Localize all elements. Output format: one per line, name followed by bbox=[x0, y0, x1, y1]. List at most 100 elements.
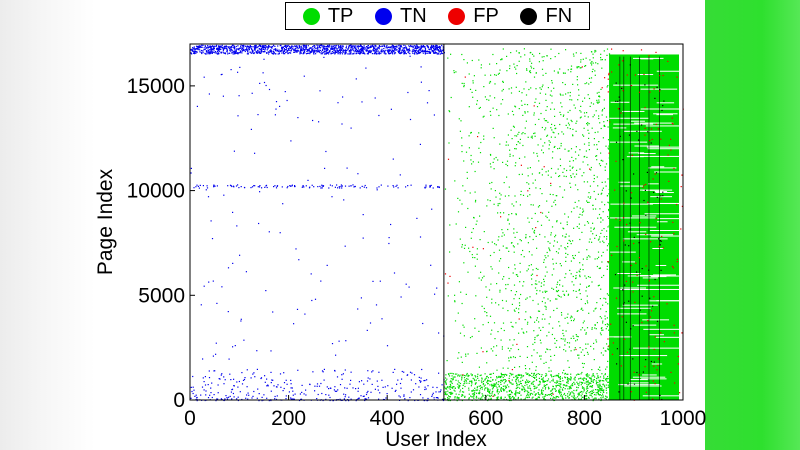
tn-point bbox=[413, 48, 415, 51]
tn-point bbox=[377, 385, 379, 387]
tp-point bbox=[601, 261, 603, 263]
tn-point bbox=[425, 186, 427, 188]
tp-point bbox=[515, 378, 517, 381]
tn-point bbox=[266, 385, 268, 387]
tp-point bbox=[551, 392, 554, 394]
tp-point bbox=[559, 376, 561, 378]
tp-point bbox=[587, 116, 589, 118]
tp-point bbox=[601, 201, 603, 203]
tp-point bbox=[566, 376, 568, 379]
tp-point bbox=[606, 396, 608, 398]
tn-point bbox=[242, 45, 244, 47]
tp-point bbox=[601, 59, 603, 61]
fn-point bbox=[639, 309, 641, 311]
fp-point bbox=[607, 78, 609, 80]
tp-point bbox=[538, 396, 540, 398]
tp-point bbox=[514, 310, 516, 312]
tp-point bbox=[591, 385, 594, 387]
tn-point bbox=[281, 52, 283, 54]
tp-point bbox=[605, 389, 607, 391]
tp-point bbox=[560, 114, 562, 116]
tp-point bbox=[558, 382, 560, 385]
tp-point bbox=[489, 373, 492, 375]
tn-point bbox=[227, 311, 229, 313]
tp-point bbox=[567, 92, 569, 94]
tp-point bbox=[471, 380, 473, 382]
tp-point bbox=[553, 240, 556, 242]
tp-point bbox=[591, 241, 593, 243]
tp-point bbox=[521, 104, 523, 106]
tn-point bbox=[314, 298, 317, 300]
tn-point bbox=[211, 48, 213, 51]
tn-point bbox=[340, 185, 342, 188]
tp-point bbox=[595, 392, 597, 394]
tp-point bbox=[524, 127, 526, 129]
tp-point bbox=[550, 390, 552, 392]
tp-point bbox=[449, 392, 451, 394]
tn-point bbox=[326, 386, 328, 388]
tp-point bbox=[560, 296, 562, 298]
tn-point bbox=[336, 48, 338, 50]
tp-point bbox=[606, 265, 608, 267]
tp-point bbox=[577, 373, 579, 375]
tn-point bbox=[319, 46, 321, 48]
tn-point bbox=[338, 186, 340, 188]
tp-point bbox=[464, 244, 466, 246]
tn-point bbox=[260, 46, 262, 48]
tp-point bbox=[607, 324, 609, 326]
tn-point bbox=[264, 375, 266, 377]
tp-point bbox=[466, 62, 468, 64]
tp-point bbox=[606, 230, 608, 232]
tp-dense-gap bbox=[642, 319, 670, 321]
tp-point bbox=[457, 211, 460, 213]
tp-point bbox=[517, 376, 519, 379]
tn-point bbox=[433, 47, 435, 50]
tn-point bbox=[224, 379, 226, 381]
tn-point bbox=[268, 51, 270, 53]
tp-point bbox=[533, 132, 535, 135]
tp-point bbox=[561, 314, 563, 316]
fn-point bbox=[614, 274, 617, 276]
tn-point bbox=[216, 185, 218, 187]
tn-point bbox=[438, 332, 440, 334]
tn-point bbox=[393, 50, 395, 52]
tp-point bbox=[444, 188, 447, 190]
tp-point bbox=[593, 359, 595, 361]
fp-point bbox=[620, 112, 622, 114]
tp-point bbox=[603, 384, 605, 386]
tp-point bbox=[544, 291, 547, 293]
tp-point bbox=[576, 67, 578, 69]
tp-point bbox=[603, 375, 605, 377]
tp-point bbox=[517, 374, 519, 376]
tn-point bbox=[213, 186, 215, 188]
tp-point bbox=[484, 378, 486, 380]
tp-point bbox=[593, 181, 595, 183]
tn-point bbox=[360, 51, 362, 53]
tn-point bbox=[312, 119, 314, 122]
tn-point bbox=[213, 49, 215, 51]
fn-point bbox=[633, 236, 635, 238]
tn-point bbox=[281, 46, 283, 48]
fp-point bbox=[659, 90, 661, 92]
tp-point bbox=[586, 375, 588, 377]
tp-point bbox=[523, 256, 525, 258]
tp-point bbox=[482, 116, 484, 118]
tn-point bbox=[299, 53, 301, 55]
tp-point bbox=[526, 381, 528, 383]
tn-point bbox=[245, 49, 247, 51]
tp-point bbox=[471, 396, 473, 398]
tp-point bbox=[479, 152, 482, 154]
tp-point bbox=[502, 376, 504, 379]
tn-point bbox=[431, 50, 433, 52]
tn-point bbox=[243, 186, 246, 189]
tp-point bbox=[587, 222, 590, 224]
tn-point bbox=[334, 186, 336, 188]
tn-point bbox=[405, 283, 407, 285]
tp-point bbox=[477, 161, 480, 163]
tp-point bbox=[581, 382, 583, 384]
tn-point bbox=[249, 46, 251, 48]
tp-point bbox=[480, 374, 482, 376]
tp-point bbox=[560, 312, 563, 314]
tp-point bbox=[527, 217, 529, 219]
tp-point bbox=[581, 387, 584, 389]
